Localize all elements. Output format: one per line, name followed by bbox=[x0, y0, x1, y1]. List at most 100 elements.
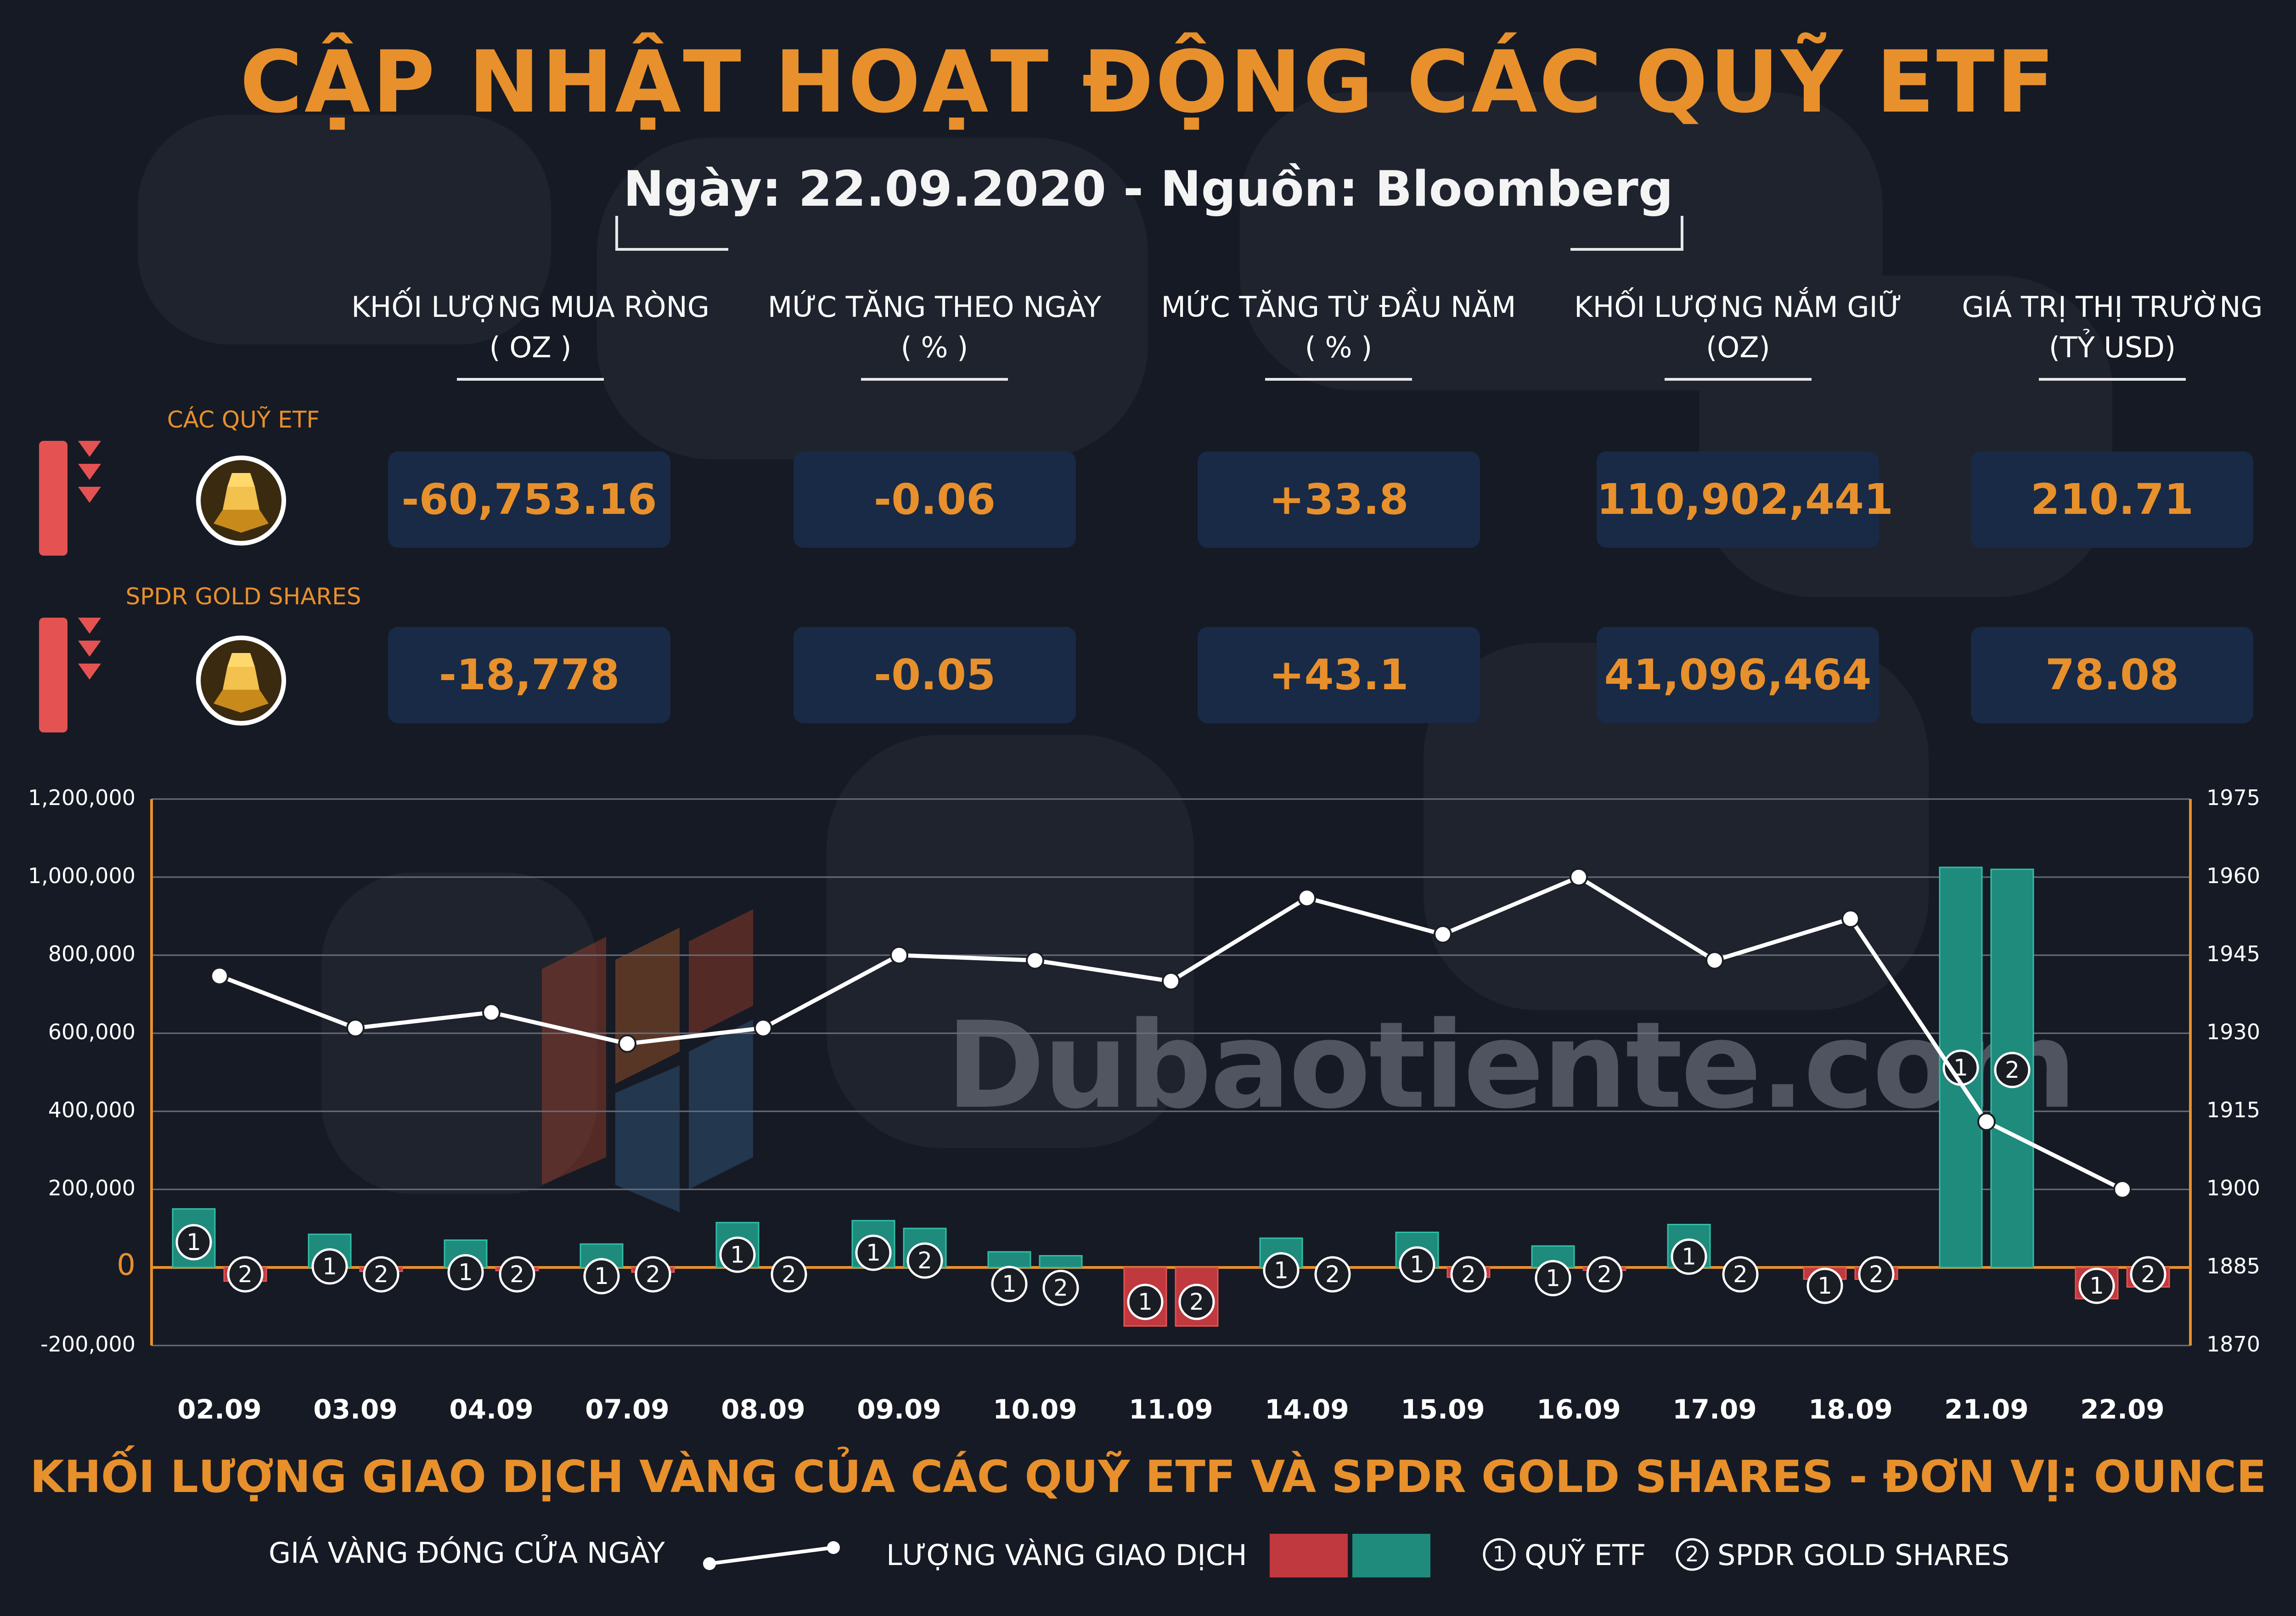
etf-badge-number: 1 bbox=[1274, 1257, 1289, 1284]
etf-badge-ring bbox=[1263, 1252, 1300, 1289]
decrease-indicator-bar bbox=[39, 441, 68, 556]
gold-bar-icon bbox=[196, 456, 286, 546]
gold-price-point bbox=[754, 1019, 772, 1037]
etf-badge-ring bbox=[583, 1258, 620, 1295]
column-underline bbox=[2039, 378, 2186, 381]
etf-badge-ring bbox=[1671, 1239, 1707, 1275]
legend-line-icon bbox=[703, 1541, 840, 1570]
legend-line-label: GIÁ VÀNG ĐÓNG CỬA NGÀY bbox=[269, 1536, 665, 1570]
spdr-badge-number: 2 bbox=[917, 1247, 932, 1274]
spdr-badge-ring bbox=[2130, 1256, 2167, 1293]
x-tick: 22.09 bbox=[2080, 1394, 2165, 1425]
gold-price-point bbox=[1977, 1112, 1996, 1131]
x-tick: 18.09 bbox=[1808, 1394, 1893, 1425]
spdr-badge-number: 2 bbox=[2141, 1261, 2155, 1288]
row-label-spdr: SPDR GOLD SHARES bbox=[125, 583, 361, 610]
gold-price-point bbox=[1705, 951, 1724, 970]
etf-badge-number: 1 bbox=[322, 1253, 337, 1280]
spdr-badge-ring bbox=[635, 1256, 671, 1293]
etf-badge-number: 1 bbox=[458, 1259, 473, 1286]
svg-text:1: 1 bbox=[1492, 1542, 1506, 1566]
etf-badge-ring bbox=[855, 1234, 892, 1271]
column-header-line2: ( OZ ) bbox=[489, 331, 572, 364]
spdr-badge-number: 2 bbox=[1869, 1261, 1884, 1288]
y-tick-right: 1975 bbox=[2206, 785, 2261, 810]
value-daily-change: -0.06 bbox=[793, 451, 1076, 548]
column-header-line2: ( % ) bbox=[900, 331, 968, 364]
spdr-badge-ring bbox=[1042, 1270, 1079, 1306]
legend-positive-swatch bbox=[1352, 1534, 1430, 1577]
gold-price-point bbox=[2113, 1180, 2132, 1199]
legend-negative-swatch bbox=[1270, 1534, 1348, 1577]
etf-badge-number: 1 bbox=[1546, 1265, 1560, 1291]
value-ytd-change: +43.1 bbox=[1198, 627, 1480, 723]
y-tick-right: 1870 bbox=[2206, 1332, 2261, 1357]
gold-price-point bbox=[1026, 951, 1044, 970]
value-ytd-change: +33.8 bbox=[1198, 451, 1480, 548]
y-tick-left: 1,000,000 bbox=[28, 863, 135, 888]
spdr-badge-number: 2 bbox=[1733, 1261, 1748, 1288]
value-market-value: 210.71 bbox=[1971, 451, 2253, 548]
chart-title: KHỐI LƯỢNG GIAO DỊCH VÀNG CỦA CÁC QUỸ ET… bbox=[30, 1451, 2267, 1503]
etf-badge-number: 1 bbox=[866, 1239, 881, 1266]
y-tick-left: 0 bbox=[117, 1248, 135, 1282]
y-tick-left: 400,000 bbox=[48, 1098, 135, 1122]
value-holdings: 110,902,441 bbox=[1597, 451, 1893, 548]
legend-fund1-badge: 1 bbox=[1483, 1538, 1516, 1571]
x-tick: 14.09 bbox=[1265, 1394, 1349, 1425]
etf-badge-number: 1 bbox=[1682, 1244, 1696, 1270]
y-tick-left: 1,200,000 bbox=[28, 785, 135, 810]
etf-badge-number: 1 bbox=[730, 1241, 745, 1268]
spdr-badge-number: 2 bbox=[238, 1261, 253, 1288]
gold-price-point bbox=[1298, 889, 1316, 907]
spdr-badge-ring bbox=[1314, 1256, 1351, 1293]
etf-badge-number: 1 bbox=[1002, 1271, 1017, 1297]
spdr-bar bbox=[1039, 1255, 1083, 1268]
legend-bar-label: LƯỢNG VÀNG GIAO DỊCH bbox=[886, 1538, 1247, 1572]
spdr-badge-number: 2 bbox=[510, 1261, 524, 1288]
spdr-badge-ring bbox=[227, 1256, 264, 1293]
column-header-line2: (OZ) bbox=[1706, 331, 1770, 364]
gold-price-point bbox=[1841, 909, 1860, 928]
spdr-badge-ring bbox=[1994, 1052, 2031, 1088]
etf-badge-ring bbox=[311, 1248, 348, 1285]
x-tick: 21.09 bbox=[1944, 1394, 2029, 1425]
subtitle-bracket-left bbox=[615, 216, 728, 251]
value-net-volume: -18,778 bbox=[388, 627, 670, 723]
etf-badge-ring bbox=[719, 1236, 756, 1273]
watermark-text: Dubaotiente.com bbox=[946, 997, 2077, 1135]
etf-badge-number: 1 bbox=[1410, 1251, 1424, 1278]
spdr-badge-ring bbox=[906, 1242, 943, 1279]
gold-bar-icon bbox=[196, 636, 286, 726]
y-tick-right: 1930 bbox=[2206, 1019, 2261, 1044]
etf-badge-number: 1 bbox=[186, 1229, 201, 1256]
spdr-badge-number: 2 bbox=[646, 1261, 660, 1288]
watermark-logo bbox=[542, 909, 753, 1212]
spdr-badge-ring bbox=[1722, 1256, 1759, 1293]
page-title: CẬP NHẬT HOẠT ĐỘNG CÁC QUỸ ETF bbox=[240, 32, 2057, 132]
spdr-badge-number: 2 bbox=[1597, 1261, 1612, 1288]
spdr-badge-ring bbox=[1450, 1256, 1487, 1293]
y-tick-left: 600,000 bbox=[48, 1019, 135, 1044]
x-tick: 04.09 bbox=[449, 1394, 534, 1425]
spdr-badge-ring bbox=[771, 1256, 807, 1293]
etf-badge-ring bbox=[1399, 1246, 1435, 1283]
x-tick: 16.09 bbox=[1536, 1394, 1621, 1425]
legend-fund2-label: SPDR GOLD SHARES bbox=[1717, 1538, 2010, 1572]
column-underline bbox=[1665, 378, 1812, 381]
x-tick: 09.09 bbox=[857, 1394, 941, 1425]
x-tick: 03.09 bbox=[313, 1394, 398, 1425]
x-tick: 08.09 bbox=[721, 1394, 805, 1425]
down-arrows-icon bbox=[78, 618, 101, 680]
spdr-badge-ring bbox=[1858, 1256, 1895, 1293]
x-tick: 10.09 bbox=[993, 1394, 1077, 1425]
spdr-badge-ring bbox=[1586, 1256, 1623, 1293]
column-underline bbox=[457, 378, 604, 381]
etf-badge-number: 1 bbox=[2089, 1273, 2104, 1299]
column-header-market-value: GIÁ TRỊ THỊ TRƯỜNG (TỶ USD) bbox=[1906, 287, 2296, 381]
y-tick-right: 1900 bbox=[2206, 1176, 2261, 1200]
spdr-badge-number: 2 bbox=[1189, 1289, 1204, 1315]
page-subtitle: Ngày: 22.09.2020 - Nguồn: Bloomberg bbox=[623, 161, 1673, 217]
column-header-ytd-change: MỨC TĂNG TỪ ĐẦU NĂM ( % ) bbox=[1132, 287, 1545, 381]
